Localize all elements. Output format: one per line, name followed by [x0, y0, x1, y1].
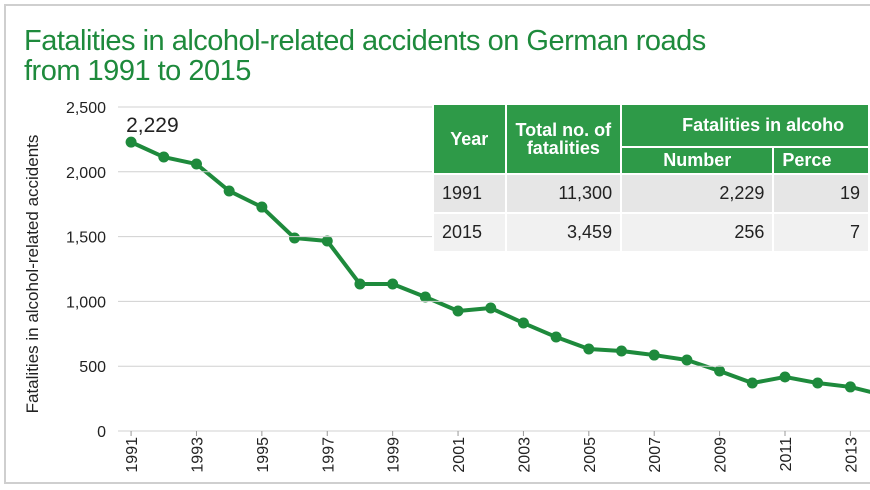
table-header: Total no. of fatalities: [504, 103, 623, 175]
x-tick-label: 2001: [451, 437, 468, 473]
point: [419, 291, 431, 303]
table-subheader: Perce: [772, 146, 870, 175]
x-tick-label: 1995: [255, 437, 272, 473]
point: [812, 377, 824, 389]
y-tick-label: 2,500: [66, 100, 106, 117]
cell: 2,229: [620, 173, 775, 214]
point: [616, 345, 628, 357]
frame: [4, 4, 870, 484]
point: [158, 151, 170, 163]
point: [452, 305, 464, 317]
point: [256, 201, 268, 213]
y-tick-label: 500: [79, 359, 106, 376]
chart-title: Fatalities in alcohol-related accidents …: [24, 25, 706, 57]
point: [125, 136, 137, 148]
cell: 2015: [432, 212, 507, 253]
x-tick-label: 2009: [713, 437, 730, 473]
cell: 7: [772, 212, 870, 253]
x-tick-label: 2003: [516, 437, 533, 473]
point: [844, 381, 856, 393]
point: [648, 349, 660, 361]
table-header: Year: [432, 103, 507, 175]
point: [289, 232, 301, 244]
point: [321, 235, 333, 247]
x-tick-label: 2005: [582, 437, 599, 473]
x-tick-label: 2011: [778, 437, 795, 472]
point: [714, 365, 726, 377]
chart-title: from 1991 to 2015: [24, 55, 251, 87]
cell: 19: [772, 173, 870, 214]
point: [387, 278, 399, 290]
point: [779, 371, 791, 383]
point: [681, 354, 693, 366]
x-tick-label: 1999: [386, 437, 403, 473]
y-tick-label: 1,000: [66, 294, 106, 311]
point: [550, 331, 562, 343]
y-tick-label: 2,000: [66, 165, 106, 182]
table-subheader: Number: [620, 146, 775, 175]
x-tick-label: 1997: [320, 437, 337, 473]
data-table: Year Total no. of fatalities Fatalities …: [432, 102, 870, 253]
line: [130, 140, 870, 394]
annotation: 2,229: [126, 114, 179, 137]
cell: 256: [620, 212, 775, 253]
point: [223, 185, 235, 197]
cell: 1991: [432, 173, 507, 214]
point: [746, 377, 758, 389]
point: [354, 278, 366, 290]
x-tick-label: 2007: [647, 437, 664, 473]
y-tick-label: 1,500: [66, 230, 106, 247]
cell: 11,300: [504, 173, 623, 214]
table-header: Fatalities in alcoho: [620, 102, 870, 149]
x-tick-label: 1991: [124, 437, 141, 473]
point: [583, 343, 595, 355]
point: [190, 158, 202, 170]
point: [485, 302, 497, 314]
y-axis-label: Fatalities in alcohol-related accidents: [23, 135, 42, 414]
point: [517, 317, 529, 329]
x-tick-label: 2013: [843, 437, 860, 473]
y-tick-label: 0: [97, 424, 106, 441]
x-tick-label: 1993: [189, 437, 206, 473]
cell: 3,459: [504, 212, 623, 253]
